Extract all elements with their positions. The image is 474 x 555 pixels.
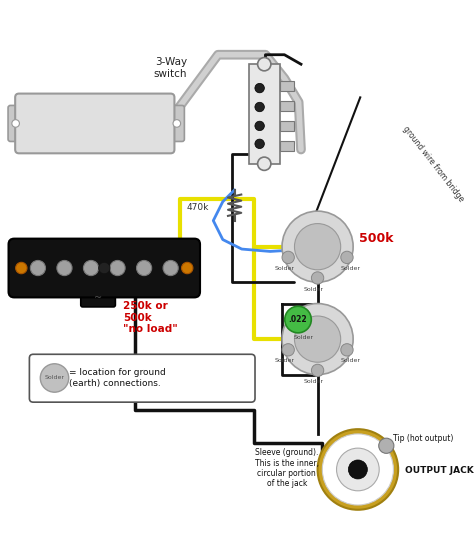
FancyBboxPatch shape [8, 105, 23, 142]
Circle shape [83, 260, 99, 276]
Text: Solder: Solder [341, 359, 361, 364]
FancyBboxPatch shape [169, 105, 184, 142]
Circle shape [348, 460, 367, 479]
Text: Sleeve (ground).
This is the inner,
circular portion
of the jack: Sleeve (ground). This is the inner, circ… [255, 448, 319, 488]
Text: 500k: 500k [359, 232, 393, 245]
Circle shape [337, 448, 379, 491]
Circle shape [57, 260, 72, 276]
Bar [280, 140, 294, 151]
Text: Solder: Solder [45, 376, 64, 381]
FancyBboxPatch shape [15, 94, 174, 153]
Circle shape [182, 263, 193, 274]
Circle shape [163, 260, 178, 276]
Circle shape [255, 139, 264, 149]
Circle shape [318, 429, 398, 509]
Circle shape [379, 438, 394, 453]
Circle shape [341, 344, 353, 356]
Bar [280, 81, 294, 92]
Text: OUTPUT JACK: OUTPUT JACK [405, 466, 474, 476]
Circle shape [16, 263, 27, 274]
Text: = location for ground
(earth) connections.: = location for ground (earth) connection… [69, 369, 165, 388]
Circle shape [311, 364, 324, 376]
Circle shape [322, 434, 393, 505]
Circle shape [311, 272, 324, 284]
Circle shape [285, 306, 311, 333]
Text: Tip (hot output): Tip (hot output) [393, 434, 454, 443]
Bar [280, 120, 294, 131]
Circle shape [255, 102, 264, 112]
Text: Solder: Solder [304, 379, 324, 384]
Text: Solder: Solder [274, 266, 294, 271]
Bar [280, 101, 294, 111]
Text: Solder: Solder [274, 359, 294, 364]
Text: ground wire from bridge: ground wire from bridge [401, 124, 465, 203]
Circle shape [294, 316, 341, 362]
Circle shape [257, 157, 271, 170]
Circle shape [173, 120, 181, 127]
Text: ~: ~ [94, 293, 102, 303]
Circle shape [282, 251, 294, 264]
FancyBboxPatch shape [29, 354, 255, 402]
Circle shape [12, 120, 19, 127]
Circle shape [99, 263, 110, 274]
Circle shape [257, 58, 271, 71]
Circle shape [30, 260, 46, 276]
Circle shape [282, 304, 353, 375]
Text: 250k or
500k
"no load": 250k or 500k "no load" [123, 301, 178, 335]
Circle shape [294, 224, 341, 270]
Text: 470k: 470k [186, 203, 209, 212]
Text: 3-Way
switch: 3-Way switch [154, 57, 187, 79]
Circle shape [40, 364, 69, 392]
Circle shape [110, 260, 125, 276]
Circle shape [282, 211, 353, 282]
FancyBboxPatch shape [249, 64, 280, 164]
Text: Solder: Solder [294, 335, 314, 340]
Circle shape [341, 251, 353, 264]
FancyBboxPatch shape [81, 289, 115, 307]
Text: .022: .022 [289, 315, 307, 324]
Circle shape [137, 260, 152, 276]
Circle shape [255, 83, 264, 93]
FancyBboxPatch shape [9, 239, 200, 297]
Circle shape [255, 121, 264, 130]
Circle shape [282, 344, 294, 356]
Text: Solder: Solder [341, 266, 361, 271]
Text: Solder: Solder [304, 286, 324, 291]
